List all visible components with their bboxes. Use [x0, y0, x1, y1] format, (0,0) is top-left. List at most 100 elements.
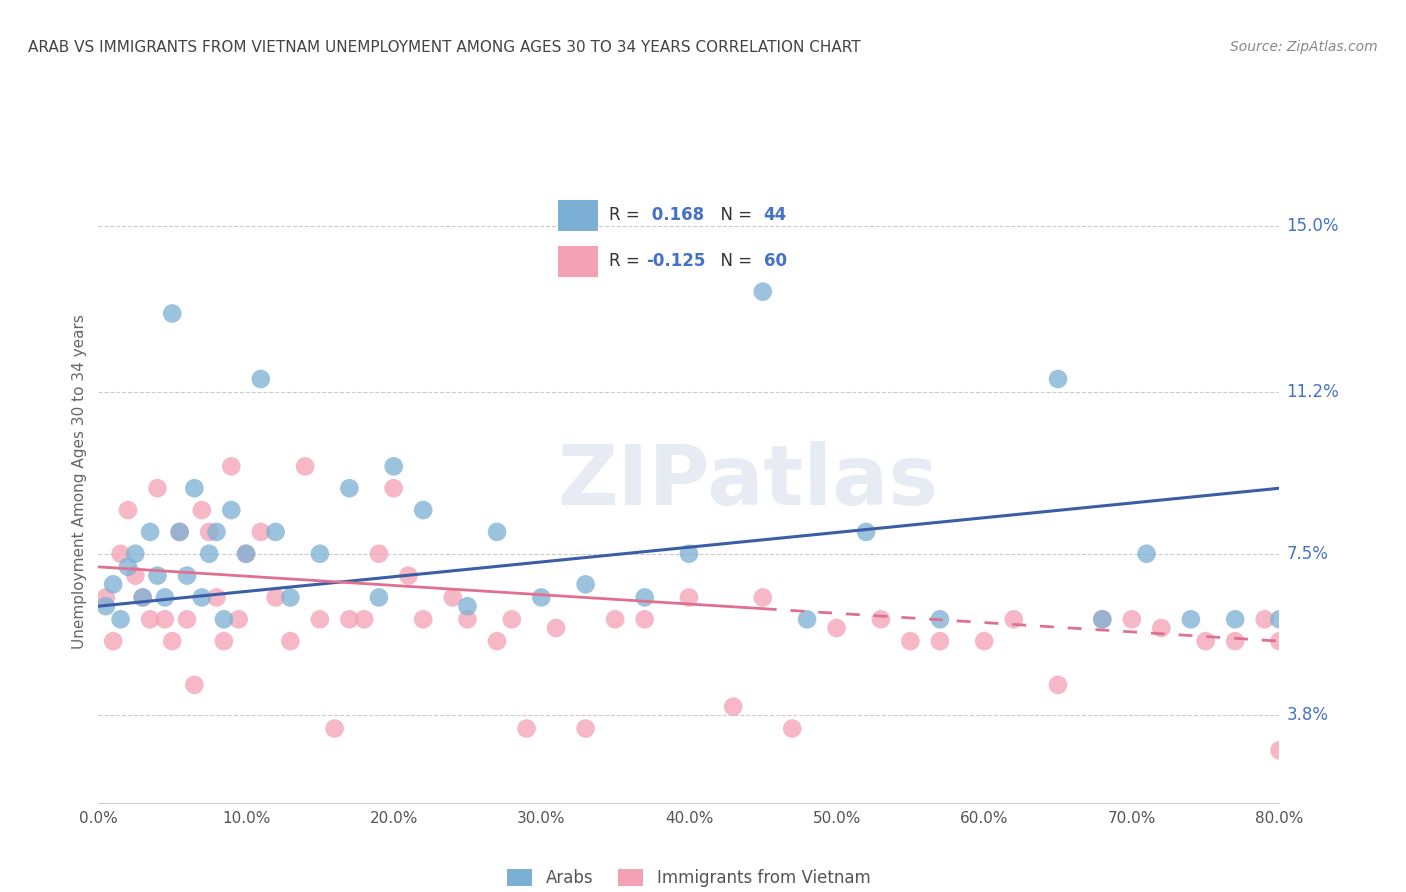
Point: [1091, 612, 1114, 626]
Point: [574, 722, 596, 736]
Point: [368, 591, 391, 605]
Point: [294, 459, 316, 474]
Point: [309, 612, 332, 626]
Point: [278, 634, 302, 648]
Text: 44: 44: [763, 206, 787, 224]
Point: [382, 459, 405, 474]
Point: [110, 612, 132, 626]
Point: [973, 634, 995, 648]
Point: [412, 612, 434, 626]
Point: [264, 524, 287, 539]
Point: [146, 568, 169, 582]
Point: [103, 634, 125, 648]
Y-axis label: Unemployment Among Ages 30 to 34 years: Unemployment Among Ages 30 to 34 years: [72, 314, 87, 649]
Point: [1135, 547, 1157, 561]
Point: [456, 612, 478, 626]
Point: [191, 503, 214, 517]
Point: [146, 481, 169, 495]
Point: [162, 634, 183, 648]
Point: [928, 612, 950, 626]
Text: 11.2%: 11.2%: [1286, 384, 1340, 401]
Text: -0.125: -0.125: [645, 252, 704, 270]
Point: [1268, 634, 1291, 648]
Point: [678, 547, 700, 561]
Point: [183, 481, 205, 495]
Point: [382, 481, 405, 495]
Point: [212, 634, 235, 648]
Point: [250, 372, 273, 386]
Point: [501, 612, 523, 626]
Point: [456, 599, 478, 614]
Text: 3.8%: 3.8%: [1286, 706, 1329, 724]
Point: [198, 524, 221, 539]
Point: [368, 547, 391, 561]
Point: [176, 612, 198, 626]
Point: [205, 524, 228, 539]
Point: [751, 285, 773, 299]
Point: [486, 634, 509, 648]
Point: [309, 547, 332, 561]
Text: N =: N =: [710, 252, 758, 270]
Point: [1091, 612, 1114, 626]
Point: [574, 577, 596, 591]
Point: [441, 591, 464, 605]
Point: [1223, 612, 1246, 626]
Point: [353, 612, 375, 626]
Point: [169, 524, 191, 539]
Point: [855, 524, 877, 539]
Point: [153, 591, 176, 605]
Point: [751, 591, 773, 605]
Point: [219, 503, 242, 517]
Point: [94, 599, 117, 614]
Point: [250, 524, 273, 539]
Text: N =: N =: [710, 206, 758, 224]
Point: [825, 621, 848, 635]
Point: [1223, 634, 1246, 648]
Point: [900, 634, 922, 648]
Point: [124, 547, 146, 561]
Text: 60: 60: [763, 252, 787, 270]
Point: [412, 503, 434, 517]
Point: [176, 568, 198, 582]
Point: [117, 560, 139, 574]
Point: [212, 612, 235, 626]
Point: [1002, 612, 1025, 626]
Point: [515, 722, 537, 736]
Text: 7.5%: 7.5%: [1286, 545, 1329, 563]
Point: [1254, 612, 1277, 626]
Point: [162, 306, 183, 320]
Point: [235, 547, 257, 561]
Point: [928, 634, 950, 648]
Point: [796, 612, 818, 626]
Point: [337, 612, 360, 626]
Point: [1268, 743, 1291, 757]
Point: [198, 547, 221, 561]
Point: [124, 568, 146, 582]
Legend: Arabs, Immigrants from Vietnam: Arabs, Immigrants from Vietnam: [501, 863, 877, 892]
Point: [721, 699, 744, 714]
Point: [782, 722, 804, 736]
Point: [139, 524, 162, 539]
FancyBboxPatch shape: [558, 246, 598, 277]
Text: ZIPatlas: ZIPatlas: [558, 442, 938, 522]
Text: R =: R =: [609, 252, 645, 270]
Point: [544, 621, 567, 635]
Point: [264, 591, 287, 605]
Point: [1268, 612, 1291, 626]
Point: [1195, 634, 1218, 648]
FancyBboxPatch shape: [558, 200, 598, 230]
Point: [633, 612, 655, 626]
Point: [633, 591, 655, 605]
Point: [530, 591, 553, 605]
Point: [110, 547, 132, 561]
Point: [1150, 621, 1173, 635]
Point: [1046, 678, 1069, 692]
Point: [205, 591, 228, 605]
Point: [169, 524, 191, 539]
Text: R =: R =: [609, 206, 645, 224]
Point: [228, 612, 250, 626]
Point: [103, 577, 125, 591]
Point: [1046, 372, 1069, 386]
Point: [869, 612, 891, 626]
Text: 0.168: 0.168: [645, 206, 704, 224]
